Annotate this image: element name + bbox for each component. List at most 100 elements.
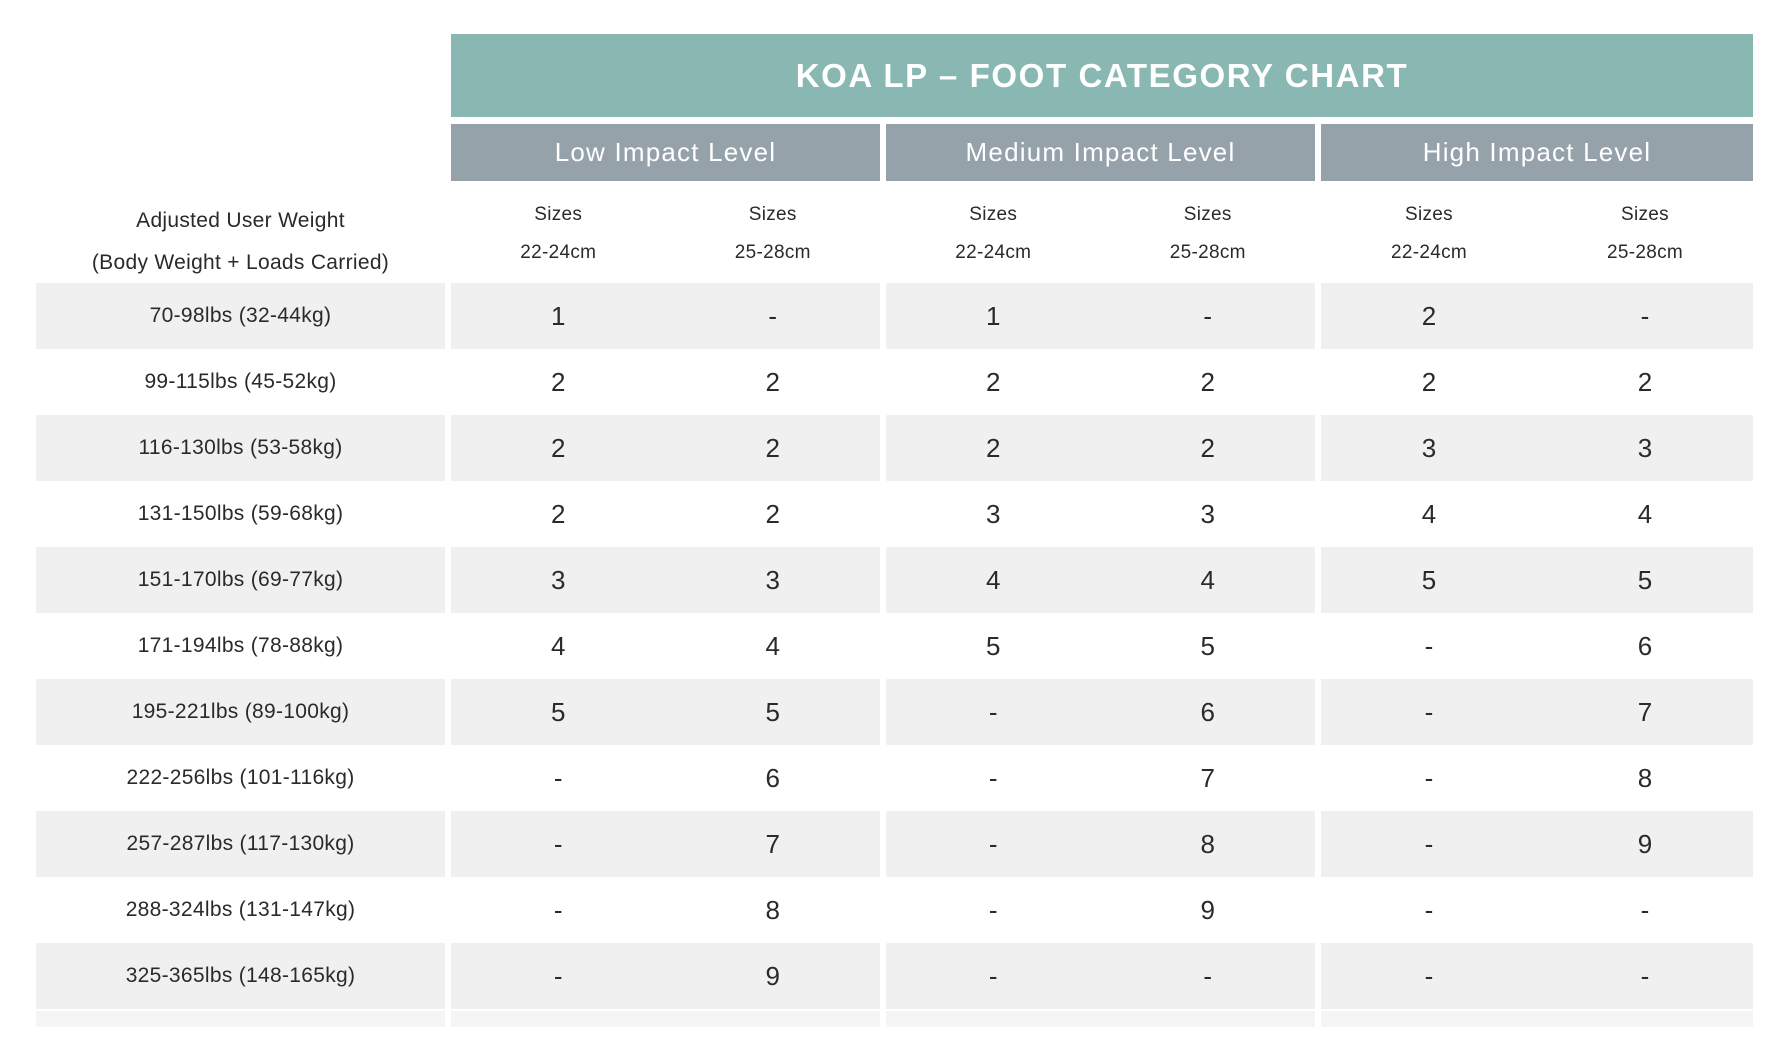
- cell-value: 4: [1200, 564, 1215, 595]
- row-weight-label: 222-256lbs (101-116kg): [126, 766, 355, 789]
- row-group-high: --: [1321, 877, 1753, 943]
- table-row: 171-194lbs (78-88kg) 4 4 5 5-6: [0, 613, 1792, 679]
- column-group-header-low-impact: Low Impact Level: [451, 124, 880, 181]
- cell-value: 6: [1637, 630, 1653, 661]
- cell-value: 6: [765, 762, 780, 793]
- row-group-high: -6: [1321, 613, 1753, 679]
- cell-value: 3: [986, 498, 1001, 529]
- cutoff-row-strip: [1321, 1011, 1753, 1027]
- cell-value: 4: [765, 630, 780, 661]
- cell-value: -: [553, 762, 563, 793]
- row-group-med: -9: [886, 877, 1315, 943]
- size-column-header: Sizes 25-28cm: [666, 196, 881, 272]
- cell-value: 7: [1637, 696, 1653, 727]
- cell-value: 3: [1200, 498, 1215, 529]
- cell-value: 3: [551, 564, 566, 595]
- cell-value: 7: [1200, 762, 1215, 793]
- cell-value: 8: [1637, 762, 1653, 793]
- size-range-label: 25-28cm: [734, 242, 811, 263]
- row-group-low: -9: [451, 943, 880, 1009]
- sizes-label: Sizes: [748, 204, 797, 225]
- cell-value: 5: [1200, 630, 1215, 661]
- cell-value: 2: [1421, 300, 1437, 331]
- cell-value: 8: [765, 894, 780, 925]
- cell-value: 9: [765, 960, 780, 991]
- size-range-label: 25-28cm: [1606, 242, 1684, 263]
- column-group-header-label: Low Impact Level: [554, 137, 777, 167]
- cell-value: 2: [765, 366, 780, 397]
- cell-value: 2: [1637, 366, 1653, 397]
- table-row: 222-256lbs (101-116kg) - 6 - 7 -8: [0, 745, 1792, 811]
- cell-value: -: [988, 960, 998, 991]
- row-weight-cell: 257-287lbs (117-130kg): [36, 811, 445, 877]
- cutoff-row-strip: [451, 1011, 880, 1027]
- size-range-label: 22-24cm: [955, 242, 1032, 263]
- cell-value: 5: [986, 630, 1001, 661]
- table-row: 288-324lbs (131-147kg) -8-9- -: [0, 877, 1792, 943]
- table-title: KOA LP – FOOT CATEGORY CHART: [795, 56, 1409, 94]
- row-weight-cell: 131-150lbs (59-68kg): [36, 481, 445, 547]
- table-row: 70-98lbs (32-44kg) 1-1-2-: [0, 283, 1792, 349]
- size-column-header: Sizes 22-24cm: [451, 196, 666, 272]
- row-group-low: -8: [451, 877, 880, 943]
- cell-value: 4: [1637, 498, 1653, 529]
- cell-value: 8: [1200, 828, 1215, 859]
- row-weight-label: 151-170lbs (69-77kg): [137, 568, 344, 591]
- cell-value: 2: [1421, 366, 1437, 397]
- cell-value: 2: [765, 432, 780, 463]
- row-group-high: -8: [1321, 745, 1753, 811]
- table-row: 257-287lbs (117-130kg) -7-8-9: [0, 811, 1792, 877]
- row-weight-cell: 116-130lbs (53-58kg): [36, 415, 445, 481]
- cell-value: -: [1424, 630, 1434, 661]
- cutoff-row-strip: [36, 1011, 445, 1027]
- size-column-header: Sizes 22-24cm: [1321, 196, 1537, 272]
- size-range-label: 25-28cm: [1169, 242, 1246, 263]
- cutoff-row-strip: [886, 1011, 1315, 1027]
- cell-value: 2: [1200, 366, 1215, 397]
- column-group-header-high-impact: High Impact Level: [1321, 124, 1753, 181]
- row-label-header-line2: (Body Weight + Loads Carried): [91, 251, 390, 274]
- cell-value: 2: [986, 432, 1001, 463]
- cell-value: -: [988, 762, 998, 793]
- row-group-low: -7: [451, 811, 880, 877]
- row-group-high: -9: [1321, 811, 1753, 877]
- column-group-header-label: High Impact Level: [1422, 137, 1652, 167]
- cell-value: 2: [765, 498, 780, 529]
- row-group-high: 2-: [1321, 283, 1753, 349]
- row-group-high: -7: [1321, 679, 1753, 745]
- cell-value: -: [1424, 894, 1434, 925]
- row-group-med: -6: [886, 679, 1315, 745]
- cell-value: 2: [551, 366, 566, 397]
- cell-value: 9: [1637, 828, 1653, 859]
- row-weight-label: 257-287lbs (117-130kg): [126, 832, 355, 855]
- row-weight-label: 288-324lbs (131-147kg): [125, 898, 356, 921]
- table-row: 99-115lbs (45-52kg) 2 2 2 2 2 2: [0, 349, 1792, 415]
- cell-value: -: [1640, 894, 1650, 925]
- cell-value: -: [988, 828, 998, 859]
- cell-value: -: [1640, 300, 1650, 331]
- cell-value: 5: [765, 696, 780, 727]
- row-group-high: --: [1321, 943, 1753, 1009]
- cell-value: -: [768, 300, 778, 331]
- row-weight-cell: 325-365lbs (148-165kg): [36, 943, 445, 1009]
- sizes-label: Sizes: [1621, 204, 1669, 225]
- table-row: 131-150lbs (59-68kg) 2 2 3 3 4 4: [0, 481, 1792, 547]
- row-weight-cell: 222-256lbs (101-116kg): [36, 745, 445, 811]
- table-row: 116-130lbs (53-58kg) 2 2 2 2 3 3: [0, 415, 1792, 481]
- cell-value: -: [553, 960, 563, 991]
- cell-value: -: [1424, 828, 1434, 859]
- sizes-label: Sizes: [1183, 204, 1232, 225]
- row-weight-cell: 171-194lbs (78-88kg): [36, 613, 445, 679]
- row-group-low: 1-: [451, 283, 880, 349]
- cell-value: 4: [1421, 498, 1437, 529]
- row-weight-cell: 99-115lbs (45-52kg): [36, 349, 445, 415]
